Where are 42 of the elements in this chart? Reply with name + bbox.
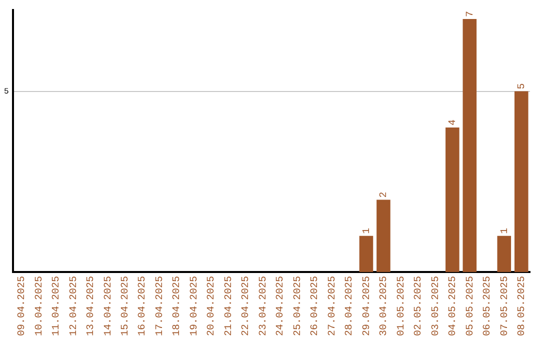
x-tick-label: 29.04.2025 [362, 276, 373, 336]
bar [446, 127, 460, 272]
x-tick-label: 30.04.2025 [379, 276, 390, 336]
x-tick-label: 20.04.2025 [206, 276, 218, 336]
bar [376, 200, 390, 272]
x-tick-label: 09.04.2025 [17, 276, 28, 336]
x-tick-label: 04.05.2025 [448, 276, 460, 336]
x-tick-label: 01.05.2025 [396, 276, 408, 336]
x-tick-label: 03.05.2025 [430, 276, 442, 336]
x-tick-label: 24.04.2025 [276, 276, 287, 336]
x-tick-label: 05.05.2025 [465, 276, 476, 336]
x-tick-label: 08.05.2025 [517, 276, 528, 336]
data-label: 4 [448, 119, 460, 126]
x-tick-label: 18.04.2025 [172, 276, 184, 336]
x-tick-label: 14.04.2025 [103, 276, 114, 336]
x-tick-label: 13.04.2025 [86, 276, 98, 336]
x-tick-label: 10.04.2025 [34, 276, 46, 336]
x-tick-label: 15.04.2025 [120, 276, 132, 336]
x-tick-label: 12.04.2025 [68, 276, 80, 336]
bar [359, 236, 374, 272]
data-label: 5 [517, 83, 528, 90]
x-tick-label: 17.04.2025 [154, 276, 166, 336]
x-tick-label: 19.04.2025 [189, 276, 200, 336]
x-tick-label: 21.04.2025 [224, 276, 235, 336]
x-tick-label: 16.04.2025 [138, 276, 149, 336]
x-tick-label: 26.04.2025 [310, 276, 322, 336]
data-label: 7 [465, 11, 476, 18]
data-label: 1 [500, 228, 511, 234]
bar [514, 91, 528, 272]
data-label: 2 [379, 192, 390, 198]
x-tick-label: 02.05.2025 [414, 276, 425, 336]
x-tick-label: 07.05.2025 [500, 276, 511, 336]
x-tick-label: 27.04.2025 [327, 276, 338, 336]
x-tick-label: 11.04.2025 [52, 276, 63, 336]
x-tick-label: 06.05.2025 [482, 276, 494, 336]
x-tick-label: 23.04.2025 [258, 276, 270, 336]
x-tick-label: 28.04.2025 [344, 276, 356, 336]
x-tick-label: 25.04.2025 [292, 276, 304, 336]
x-tick-label: 22.04.2025 [241, 276, 252, 336]
bar [497, 236, 512, 272]
data-label: 1 [362, 228, 373, 234]
bar [462, 19, 477, 272]
